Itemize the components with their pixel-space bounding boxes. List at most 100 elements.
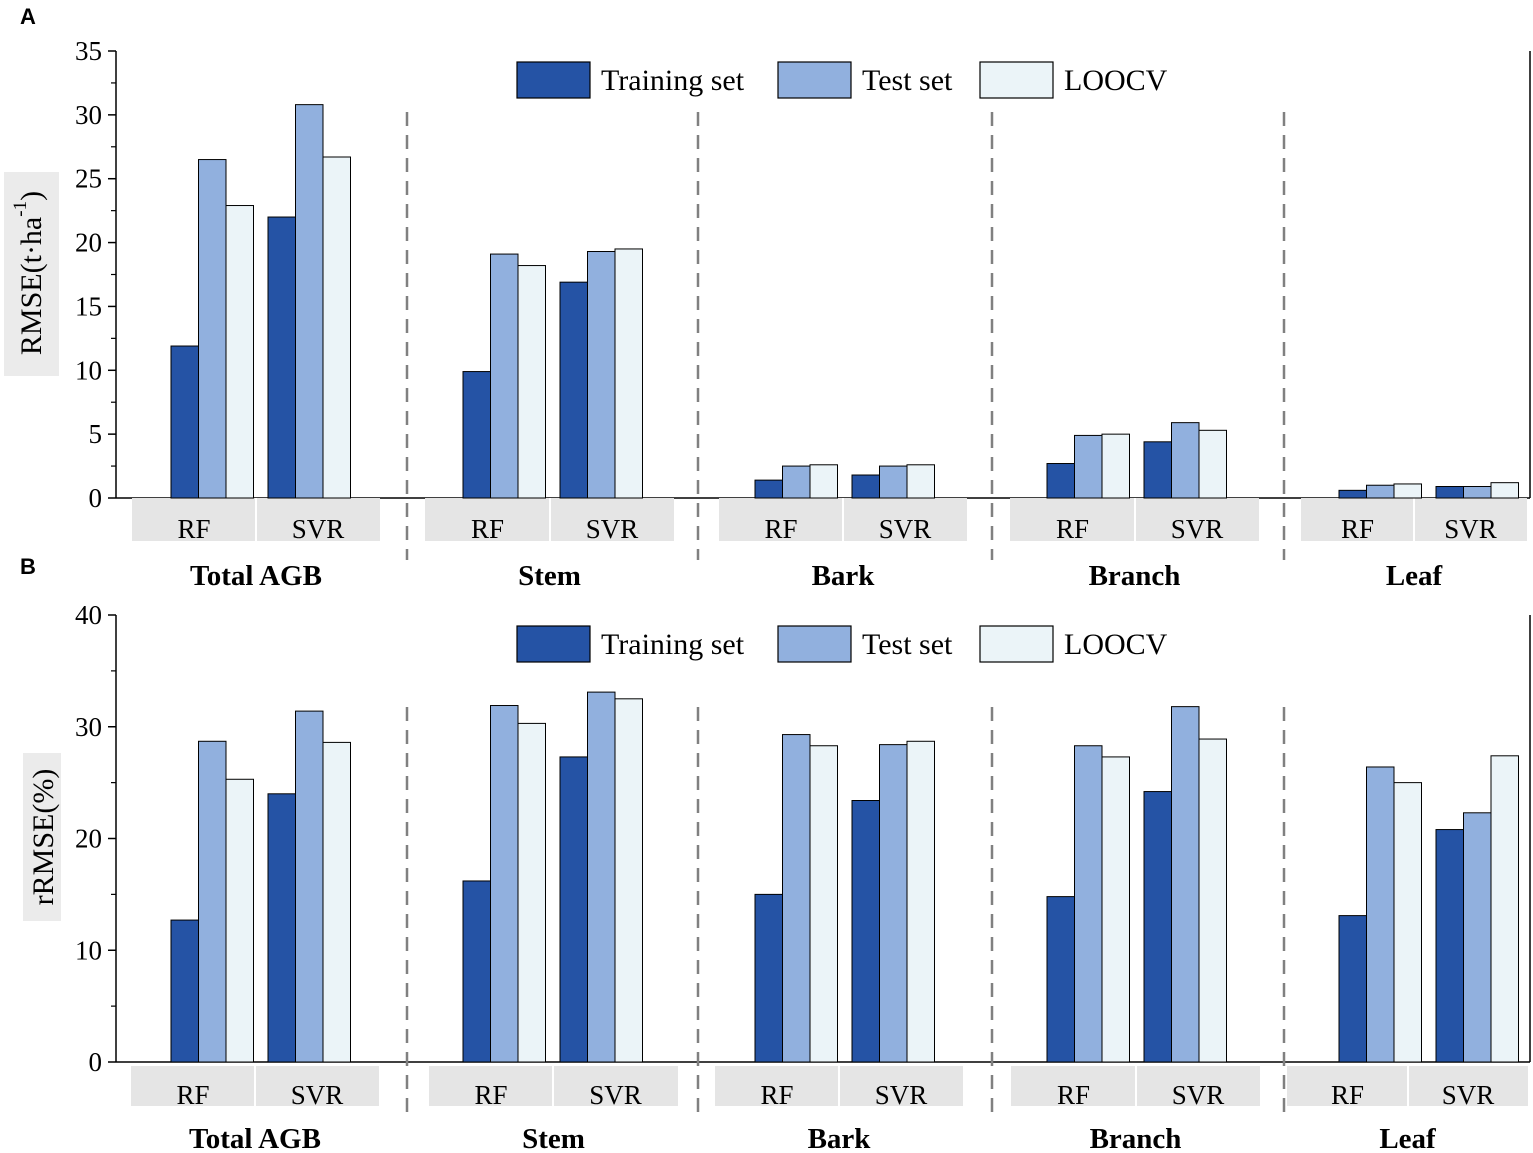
bar-training-bark-rf	[754, 479, 783, 499]
legend-label-test: Test set	[862, 64, 953, 97]
legend-label-test: Test set	[862, 628, 953, 661]
bar-training-stem-rf	[462, 880, 491, 1063]
category-band	[719, 498, 843, 541]
bar-training-branch-rf	[1046, 896, 1075, 1063]
bar-loocv-leaf-rf	[1393, 782, 1422, 1063]
y-axis-label-superscript: -1	[10, 201, 31, 217]
category-band	[131, 1066, 255, 1106]
bar-training-leaf-svr	[1435, 829, 1464, 1063]
bar-training-total-agb-svr	[267, 216, 296, 499]
method-label-svr: SVR	[1444, 514, 1497, 544]
bar-training-leaf-rf	[1338, 489, 1367, 499]
bar-loocv-bark-rf	[809, 464, 838, 499]
category-band	[1408, 1066, 1528, 1106]
bar-training-branch-svr	[1143, 441, 1172, 499]
category-band	[839, 1066, 963, 1106]
method-label-svr: SVR	[291, 1080, 344, 1110]
category-band	[256, 498, 380, 541]
method-label-rf: RF	[471, 514, 504, 544]
bar-training-stem-svr	[559, 281, 588, 499]
bar-training-bark-rf	[754, 893, 783, 1063]
bar-loocv-stem-rf	[517, 265, 546, 499]
category-band	[553, 1066, 678, 1106]
method-label-rf: RF	[1341, 514, 1374, 544]
bar-training-stem-rf	[462, 371, 491, 499]
bar-test-bark-rf	[782, 465, 811, 499]
panel-a: A RMSE(t·ha-1) 0 5 10 15 20 25 30 35 RF SVR Total AG…	[4, 4, 1531, 592]
bar-training-total-agb-rf	[170, 919, 199, 1063]
bar-test-leaf-svr	[1463, 486, 1492, 499]
method-label-svr: SVR	[589, 1080, 642, 1110]
category-band	[843, 498, 967, 541]
category-band	[1414, 498, 1527, 541]
category-band	[1287, 1066, 1408, 1106]
bar-loocv-branch-svr	[1198, 429, 1227, 499]
method-label-svr: SVR	[1442, 1080, 1495, 1110]
bar-loocv-branch-rf	[1101, 756, 1130, 1063]
bar-loocv-branch-svr	[1198, 738, 1227, 1063]
category-band	[255, 1066, 379, 1106]
bar-loocv-bark-svr	[906, 740, 935, 1063]
method-label-svr: SVR	[875, 1080, 928, 1110]
bar-loocv-total-agb-rf	[225, 778, 254, 1063]
bar-test-leaf-rf	[1366, 766, 1395, 1063]
bar-loocv-stem-rf	[517, 722, 546, 1063]
group-label: Total AGB	[190, 560, 322, 592]
category-band	[1136, 1066, 1260, 1106]
bar-loocv-leaf-svr	[1490, 755, 1519, 1063]
legend-swatch-loocv	[979, 625, 1054, 663]
method-label-svr: SVR	[586, 514, 639, 544]
category-band	[715, 1066, 839, 1106]
bar-test-branch-rf	[1074, 745, 1103, 1063]
group-label: Stem	[518, 560, 581, 592]
bar-test-total-agb-svr	[295, 104, 324, 499]
y-tick-label: 25	[75, 164, 102, 194]
bar-test-branch-svr	[1171, 422, 1200, 499]
method-label-svr: SVR	[1172, 1080, 1225, 1110]
legend-label-loocv: LOOCV	[1064, 64, 1168, 97]
group-label: Leaf	[1386, 560, 1443, 592]
bar-test-total-agb-rf	[198, 159, 227, 499]
bar-training-branch-rf	[1046, 463, 1075, 499]
legend: Training set Test set LOOCV	[516, 625, 1168, 663]
bar-loocv-branch-rf	[1101, 433, 1130, 499]
legend-swatch-test	[777, 61, 852, 99]
y-tick-label: 30	[75, 100, 102, 130]
legend-swatch-training	[516, 61, 591, 99]
panel-letter: B	[20, 554, 36, 579]
group-label: Branch	[1090, 1123, 1182, 1153]
y-axis-label-main: RMSE(t·ha	[15, 217, 48, 355]
method-label-rf: RF	[1057, 1080, 1090, 1110]
y-tick-label: 10	[75, 935, 102, 965]
bar-test-total-agb-rf	[198, 740, 227, 1063]
bar-training-leaf-svr	[1435, 486, 1464, 499]
y-axis-label-background	[23, 753, 61, 921]
y-tick-label: 20	[75, 824, 102, 854]
bar-loocv-stem-svr	[614, 248, 643, 499]
method-label-rf: RF	[474, 1080, 507, 1110]
bar-training-total-agb-svr	[267, 793, 296, 1063]
bar-test-total-agb-svr	[295, 710, 324, 1063]
bar-loocv-leaf-rf	[1393, 483, 1422, 499]
y-tick-label: 35	[75, 36, 102, 66]
method-label-svr: SVR	[879, 514, 932, 544]
legend-swatch-loocv	[979, 61, 1054, 99]
category-band	[425, 498, 550, 541]
category-band	[132, 498, 256, 541]
category-band	[1301, 498, 1414, 541]
bar-test-stem-svr	[587, 691, 616, 1063]
bar-test-bark-svr	[879, 744, 908, 1063]
y-axis-label-close: )	[15, 191, 48, 201]
method-label-rf: RF	[1331, 1080, 1364, 1110]
bar-loocv-bark-svr	[906, 464, 935, 499]
bar-test-leaf-svr	[1463, 812, 1492, 1063]
bar-loocv-stem-svr	[614, 698, 643, 1063]
category-band	[429, 1066, 553, 1106]
method-label-rf: RF	[760, 1080, 793, 1110]
bar-test-branch-rf	[1074, 434, 1103, 499]
bar-loocv-bark-rf	[809, 745, 838, 1063]
y-tick-label: 0	[89, 1047, 103, 1077]
y-axis-label: rRMSE(%)	[27, 769, 60, 906]
bar-test-branch-svr	[1171, 706, 1200, 1063]
group-label: Bark	[812, 560, 876, 592]
